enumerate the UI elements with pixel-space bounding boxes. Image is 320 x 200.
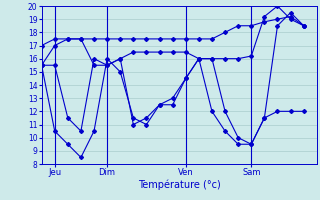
X-axis label: Température (°c): Température (°c) bbox=[138, 180, 220, 190]
